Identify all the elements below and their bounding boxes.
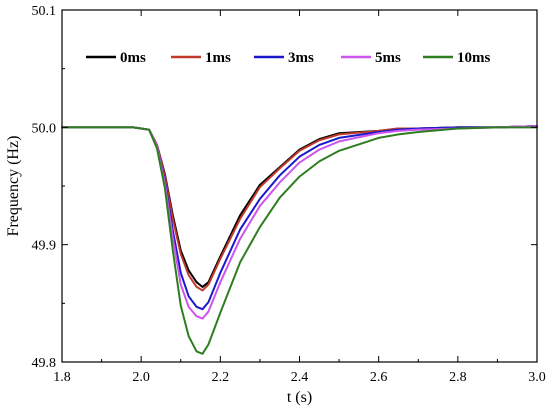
y-tick-label: 49.8: [32, 356, 57, 371]
legend-item-1ms: 1ms: [171, 50, 231, 66]
legend-label: 0ms: [120, 50, 146, 66]
x-tick-label: 2.8: [449, 370, 467, 385]
legend-label: 1ms: [205, 50, 231, 66]
legend-item-0ms: 0ms: [86, 50, 146, 66]
y-tick-label: 50.0: [32, 121, 57, 136]
x-axis-title: t (s): [287, 389, 312, 406]
x-tick-label: 1.8: [53, 370, 71, 385]
y-tick-label: 49.9: [32, 239, 57, 254]
series-line-10ms: [61, 126, 538, 355]
legend-item-5ms: 5ms: [341, 50, 401, 66]
y-tick-label: 50.1: [32, 4, 57, 19]
x-tick-label: 2.4: [291, 370, 309, 385]
legend-item-3ms: 3ms: [254, 50, 314, 66]
x-tick-label: 2.6: [370, 370, 388, 385]
legend-label: 5ms: [375, 50, 401, 66]
series-line-1ms: [61, 125, 538, 292]
legend-label: 10ms: [457, 50, 490, 66]
series-line-3ms: [61, 125, 538, 311]
x-tick-label: 2.2: [212, 370, 230, 385]
x-tick-label: 3.0: [528, 370, 546, 385]
x-tick-label: 2.0: [132, 370, 150, 385]
y-axis-title: Frequency (Hz): [5, 136, 22, 237]
legend-item-10ms: 10ms: [423, 50, 490, 66]
legend-label: 3ms: [288, 50, 314, 66]
series-line-5ms: [61, 125, 538, 320]
